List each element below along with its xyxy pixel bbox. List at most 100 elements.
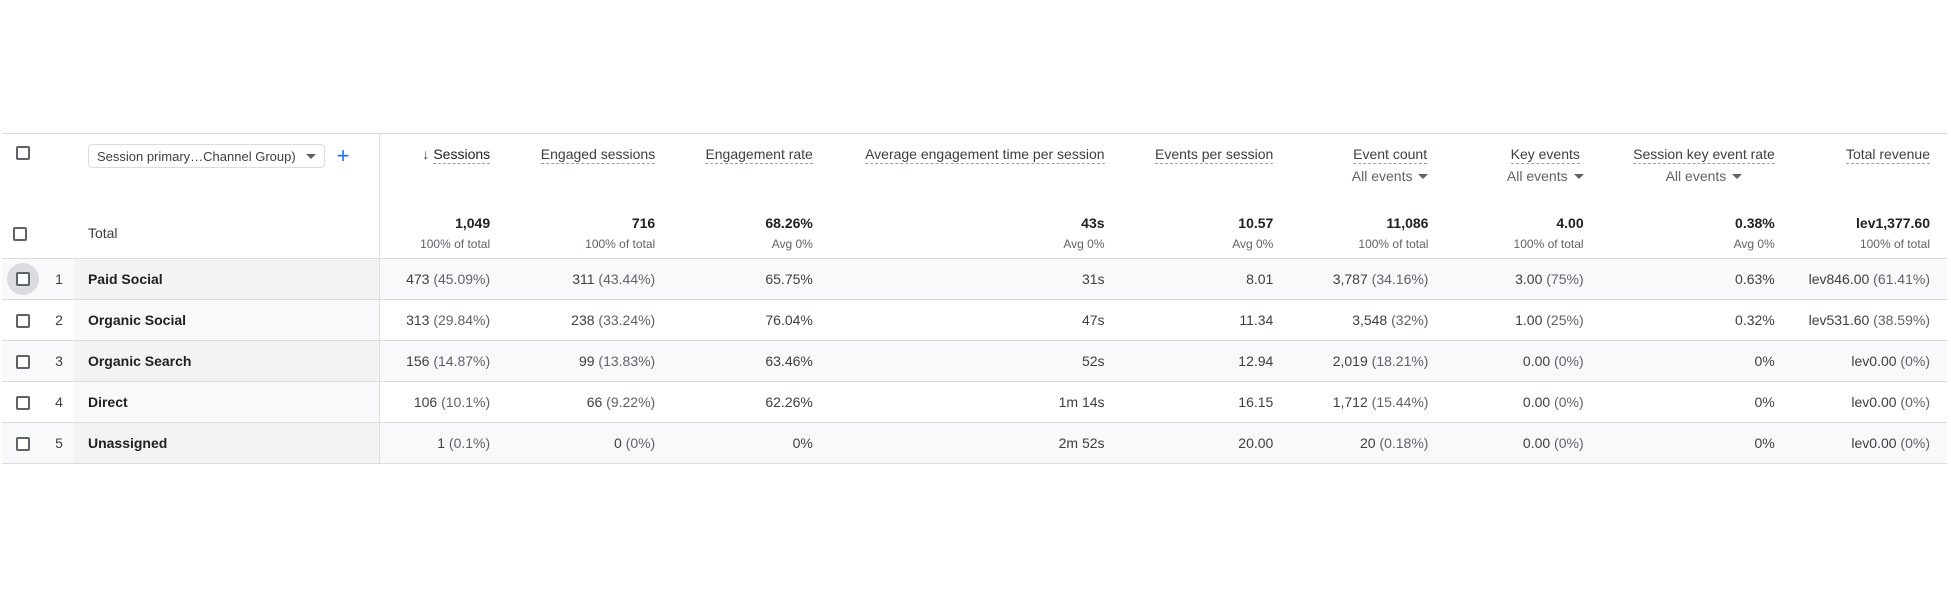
total-value: 4.00 xyxy=(1556,215,1584,232)
total-subtext: 100% of total xyxy=(420,237,491,252)
cell-percent: (0%) xyxy=(1896,353,1930,369)
row-checkbox-hover[interactable] xyxy=(7,263,40,295)
row-checkbox[interactable] xyxy=(16,272,31,286)
column-header-sessions[interactable]: ↓ Sessions xyxy=(379,134,507,209)
row-cell: 12.94 xyxy=(1122,341,1291,382)
column-label: Engaged sessions xyxy=(540,146,656,164)
total-cell: 1,049 100% of total xyxy=(379,209,507,259)
total-value: 68.26% xyxy=(765,215,813,232)
row-dimension-name: Organic Social xyxy=(73,299,380,341)
row-checkbox-cell xyxy=(2,382,44,423)
row-cell: 156 (14.87%) xyxy=(379,341,507,382)
row-dimension-name: Unassigned xyxy=(73,422,380,464)
column-header-session-key-event-rate[interactable]: Session key event rate All events xyxy=(1601,134,1792,209)
cell-value: 0% xyxy=(1754,435,1775,451)
cell-value: lev531.60 xyxy=(1808,312,1870,328)
cell-value: 473 xyxy=(406,271,430,287)
cell-percent: (75%) xyxy=(1542,271,1584,287)
cell-percent: (0%) xyxy=(621,435,656,451)
cell-value: 1m 14s xyxy=(1058,394,1105,410)
row-cell: 20 (0.18%) xyxy=(1290,423,1445,464)
total-cell: 10.57 Avg 0% xyxy=(1122,209,1291,259)
total-subtext: 100% of total xyxy=(1513,237,1584,252)
column-header-event-count[interactable]: Event count All events xyxy=(1290,134,1445,209)
row-cell: 52s xyxy=(830,341,1122,382)
table-row: 1 Paid Social 473 (45.09%) 311 (43.44%) … xyxy=(2,258,1947,300)
add-dimension-button[interactable]: + xyxy=(336,143,350,168)
row-cell: 47s xyxy=(830,300,1122,341)
event-filter-label: All events xyxy=(1506,168,1568,184)
event-filter-dropdown[interactable]: All events xyxy=(1633,168,1775,184)
cell-percent: (14.87%) xyxy=(429,353,491,369)
row-cell: 313 (29.84%) xyxy=(379,300,507,341)
cell-value: 106 xyxy=(413,394,438,410)
event-filter-dropdown[interactable]: All events xyxy=(1352,168,1429,184)
cell-percent: (0.18%) xyxy=(1375,435,1429,451)
cell-value: lev0.00 xyxy=(1851,394,1897,410)
column-header-key-events[interactable]: Key events All events xyxy=(1445,134,1600,209)
header-row: Session primary…Channel Group) + ↓ Sessio… xyxy=(2,133,1947,209)
row-cell: 0% xyxy=(1601,423,1792,464)
row-index: 1 xyxy=(55,271,63,287)
dimension-selector-label: Session primary…Channel Group) xyxy=(96,148,296,164)
cell-value: 0.00 xyxy=(1522,394,1551,410)
event-filter-dropdown[interactable]: All events xyxy=(1507,168,1584,184)
total-value: 716 xyxy=(631,215,656,232)
dimension-header-cell: Session primary…Channel Group) + xyxy=(73,133,380,209)
row-cell: 311 (43.44%) xyxy=(507,259,672,300)
cell-percent: (34.16%) xyxy=(1367,271,1429,287)
table-row: 4 Direct 106 (10.1%) 66 (9.22%) 62.26% 1… xyxy=(2,381,1947,423)
total-cell: 68.26% Avg 0% xyxy=(672,209,830,259)
row-cell: lev0.00 (0%) xyxy=(1792,341,1947,382)
dimension-selector[interactable]: Session primary…Channel Group) xyxy=(87,144,325,168)
column-header-total-revenue[interactable]: Total revenue xyxy=(1792,134,1947,209)
header-index-cell xyxy=(44,134,74,209)
total-subtext: Avg 0% xyxy=(771,237,813,252)
row-cell: 66 (9.22%) xyxy=(507,382,672,423)
column-label: Engagement rate xyxy=(705,146,813,164)
column-header-engaged-sessions[interactable]: Engaged sessions xyxy=(507,134,672,209)
row-checkbox[interactable] xyxy=(16,437,31,452)
select-all-checkbox[interactable] xyxy=(16,146,31,161)
report-table: Session primary…Channel Group) + ↓ Sessio… xyxy=(2,133,1947,464)
column-header-avg-engagement-time[interactable]: Average engagement time per session xyxy=(830,134,1122,209)
cell-value: 3,548 xyxy=(1352,312,1388,328)
cell-value: 0.32% xyxy=(1735,312,1775,328)
cell-value: 20.00 xyxy=(1238,435,1274,451)
cell-value: lev0.00 xyxy=(1851,353,1897,369)
cell-value: 20 xyxy=(1359,435,1376,451)
row-checkbox[interactable] xyxy=(16,396,31,411)
cell-percent: (18.21%) xyxy=(1367,353,1429,369)
total-label: Total xyxy=(73,208,380,259)
column-header-engagement-rate[interactable]: Engagement rate xyxy=(672,134,830,209)
cell-value: 8.01 xyxy=(1246,271,1274,287)
row-cell: 76.04% xyxy=(672,300,830,341)
row-checkbox[interactable] xyxy=(16,314,31,329)
total-subtext: Avg 0% xyxy=(1063,237,1105,252)
cell-percent: (0%) xyxy=(1896,394,1930,410)
cell-value: 0% xyxy=(1754,353,1775,369)
cell-value: 0.63% xyxy=(1735,271,1775,287)
row-cell: 65.75% xyxy=(672,259,830,300)
row-cell: 1 (0.1%) xyxy=(379,423,507,464)
total-subtext: 100% of total xyxy=(585,237,656,252)
cell-percent: (38.59%) xyxy=(1869,312,1930,328)
row-checkbox[interactable] xyxy=(16,355,31,370)
row-cell: 62.26% xyxy=(672,382,830,423)
row-cell: 11.34 xyxy=(1122,300,1291,341)
cell-value: 62.26% xyxy=(765,394,813,410)
cell-percent: (15.44%) xyxy=(1367,394,1429,410)
total-value: 11,086 xyxy=(1386,215,1429,232)
total-cell: lev1,377.60 100% of total xyxy=(1792,209,1947,259)
table-row: 2 Organic Social 313 (29.84%) 238 (33.24… xyxy=(2,299,1947,341)
row-cell: 99 (13.83%) xyxy=(507,341,672,382)
total-subtext: 100% of total xyxy=(1358,237,1429,252)
cell-value: 11.34 xyxy=(1239,312,1274,328)
row-cell: 238 (33.24%) xyxy=(507,300,672,341)
column-header-events-per-session[interactable]: Events per session xyxy=(1122,134,1291,209)
total-checkbox[interactable] xyxy=(13,227,28,242)
total-subtext: Avg 0% xyxy=(1232,237,1274,252)
cell-percent: (9.22%) xyxy=(602,394,656,410)
row-cell: 1m 14s xyxy=(830,382,1122,423)
row-cell: 1,712 (15.44%) xyxy=(1290,382,1445,423)
